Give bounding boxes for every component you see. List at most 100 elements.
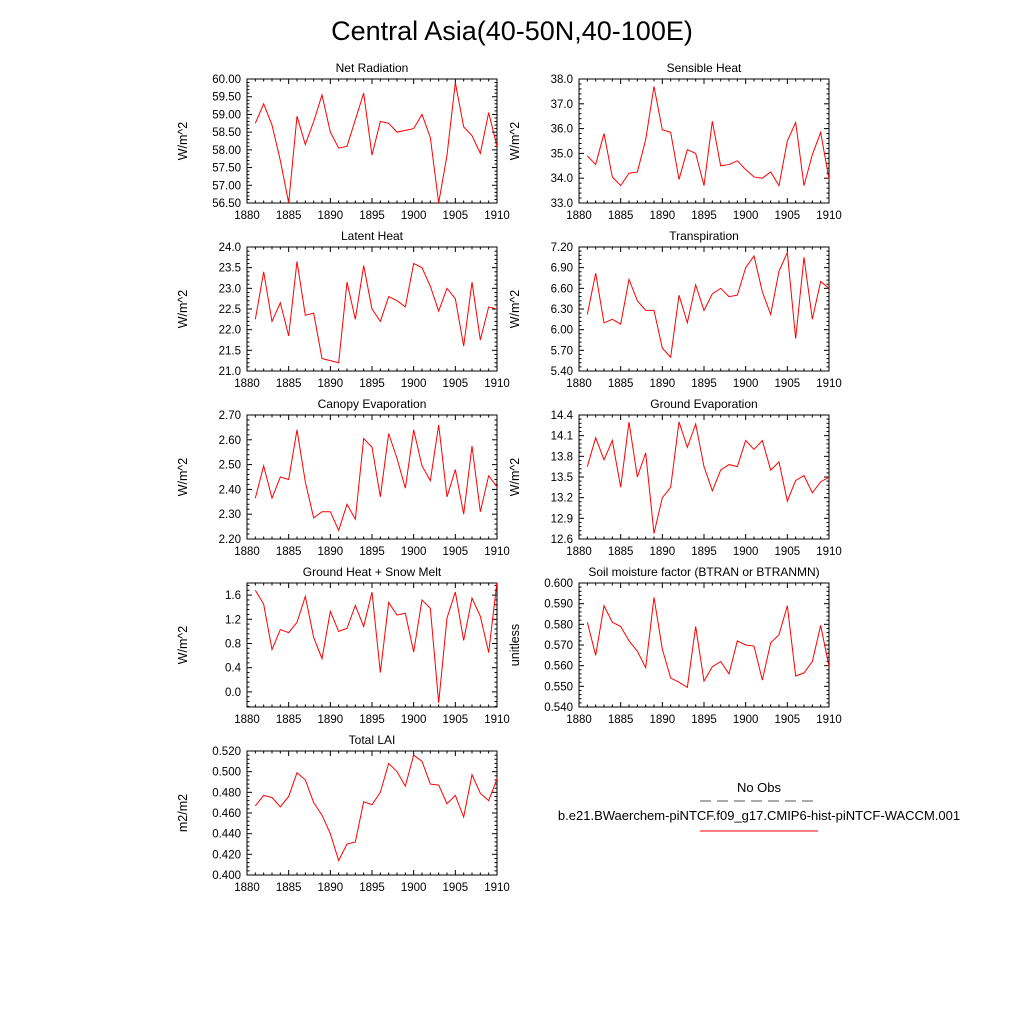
canopy-evaporation-ytick-label: 2.70 <box>219 410 241 422</box>
net-radiation-ytick-label: 58.00 <box>212 145 241 157</box>
latent-heat-ytick-label: 21.0 <box>219 366 241 378</box>
ground-heat-snow-melt-ytick-label: 0.8 <box>225 638 241 650</box>
panel-canopy-evaporation: Canopy Evaporation W/m^2 1880 1885 1890 1895 1… <box>176 397 510 558</box>
ground-evaporation-xtick-label: 1895 <box>691 546 717 558</box>
latent-heat-ytick-label: 22.0 <box>219 325 241 337</box>
net-radiation-frame <box>246 78 498 204</box>
total-lai-xtick-label: 1905 <box>443 882 469 894</box>
canopy-evaporation-xtick-label: 1910 <box>484 546 510 558</box>
transpiration-title: Transpiration <box>669 229 739 243</box>
transpiration-xtick-label: 1890 <box>650 378 676 390</box>
panel-latent-heat: Latent Heat W/m^2 1880 1885 1890 1895 1900 1905… <box>176 229 510 390</box>
total-lai-xtick-label: 1895 <box>359 882 385 894</box>
total-lai-series-line <box>254 754 497 862</box>
latent-heat-ytick-label: 21.5 <box>219 345 241 357</box>
transpiration-xtick-label: 1900 <box>733 378 759 390</box>
ground-evaporation-ylabel: W/m^2 <box>508 458 522 497</box>
total-lai-ytick-label: 0.500 <box>212 767 241 779</box>
soil-moisture-factor-btran-or-btranmn-ytick-label: 0.550 <box>544 681 573 693</box>
soil-moisture-factor-btran-or-btranmn-ylabel: unitless <box>508 624 522 666</box>
soil-moisture-factor-btran-or-btranmn-ytick-label: 0.570 <box>544 640 573 652</box>
transpiration-ytick-label: 6.90 <box>551 263 573 275</box>
canopy-evaporation-ytick-label: 2.50 <box>219 460 241 472</box>
sensible-heat-ytick-label: 33.0 <box>551 198 573 210</box>
soil-moisture-factor-btran-or-btranmn-xtick-label: 1905 <box>775 714 801 726</box>
sensible-heat-xtick-label: 1900 <box>733 210 759 222</box>
ground-heat-snow-melt-ytick-label: 0.0 <box>225 687 241 699</box>
sensible-heat-xtick-label: 1910 <box>816 210 842 222</box>
sensible-heat-title: Sensible Heat <box>667 61 742 75</box>
sensible-heat-ytick-label: 34.0 <box>551 173 573 185</box>
net-radiation-title: Net Radiation <box>336 61 409 75</box>
transpiration-xtick-label: 1880 <box>566 378 592 390</box>
panel-transpiration: Transpiration W/m^2 1880 1885 1890 1895 1900 19… <box>508 229 842 390</box>
canopy-evaporation-ytick-label: 2.60 <box>219 435 241 447</box>
panel-net-radiation: Net Radiation W/m^2 1880 1885 1890 1895 1900 19… <box>176 61 510 222</box>
ground-evaporation-frame <box>578 414 830 540</box>
legend-model-label: b.e21.BWaerchem-piNTCF.f09_g17.CMIP6-his… <box>558 808 960 823</box>
transpiration-ytick-label: 5.70 <box>551 345 573 357</box>
ground-evaporation-ytick-label: 13.8 <box>551 451 573 463</box>
ground-evaporation-xtick-label: 1905 <box>775 546 801 558</box>
latent-heat-series-line <box>254 261 497 364</box>
net-radiation-xtick-label: 1910 <box>484 210 510 222</box>
net-radiation-xtick-label: 1890 <box>318 210 344 222</box>
soil-moisture-factor-btran-or-btranmn-ytick-label: 0.540 <box>544 702 573 714</box>
soil-moisture-factor-btran-or-btranmn-xtick-label: 1880 <box>566 714 592 726</box>
panel-ground-heat-snow-melt: Ground Heat + Snow Melt W/m^2 1880 1885 1890… <box>176 565 510 726</box>
sensible-heat-ytick-label: 38.0 <box>551 74 573 86</box>
transpiration-xtick-label: 1910 <box>816 378 842 390</box>
transpiration-ytick-label: 7.20 <box>551 242 573 254</box>
total-lai-ytick-label: 0.440 <box>212 829 241 841</box>
ground-heat-snow-melt-xtick-label: 1910 <box>484 714 510 726</box>
canopy-evaporation-xtick-label: 1900 <box>401 546 427 558</box>
total-lai-xtick-label: 1885 <box>276 882 302 894</box>
legend: No Obs b.e21.BWaerchem-piNTCF.f09_g17.CM… <box>558 780 960 832</box>
latent-heat-xtick-label: 1900 <box>401 378 427 390</box>
sensible-heat-xtick-label: 1880 <box>566 210 592 222</box>
sensible-heat-ytick-label: 35.0 <box>551 148 573 160</box>
ground-heat-snow-melt-xtick-label: 1890 <box>318 714 344 726</box>
ground-evaporation-xtick-label: 1890 <box>650 546 676 558</box>
ground-heat-snow-melt-frame <box>246 582 498 708</box>
latent-heat-title: Latent Heat <box>341 229 404 243</box>
sensible-heat-xtick-label: 1905 <box>775 210 801 222</box>
ground-evaporation-xtick-label: 1900 <box>733 546 759 558</box>
ground-evaporation-xtick-label: 1885 <box>608 546 634 558</box>
ground-heat-snow-melt-xtick-label: 1900 <box>401 714 427 726</box>
figure-title: Central Asia(40-50N,40-100E) <box>331 16 693 46</box>
ground-heat-snow-melt-title: Ground Heat + Snow Melt <box>303 565 442 579</box>
ground-heat-snow-melt-ytick-label: 0.4 <box>225 663 242 675</box>
soil-moisture-factor-btran-or-btranmn-ytick-label: 0.590 <box>544 599 573 611</box>
sensible-heat-ytick-label: 36.0 <box>551 124 573 136</box>
net-radiation-xtick-label: 1885 <box>276 210 302 222</box>
canopy-evaporation-series-line <box>254 424 497 532</box>
canopy-evaporation-title: Canopy Evaporation <box>318 397 427 411</box>
panel-sensible-heat: Sensible Heat W/m^2 1880 1885 1890 1895 1900 19… <box>508 61 842 222</box>
canopy-evaporation-ytick-label: 2.20 <box>219 534 241 546</box>
ground-evaporation-xtick-label: 1880 <box>566 546 592 558</box>
total-lai-xtick-label: 1890 <box>318 882 344 894</box>
latent-heat-xtick-label: 1910 <box>484 378 510 390</box>
total-lai-xtick-label: 1910 <box>484 882 510 894</box>
panel-total-lai: Total LAI m2/m2 1880 1885 1890 1895 1900 1905 19… <box>176 733 510 894</box>
transpiration-ytick-label: 6.30 <box>551 304 573 316</box>
ground-evaporation-ytick-label: 12.6 <box>551 534 573 546</box>
ground-evaporation-xtick-label: 1910 <box>816 546 842 558</box>
total-lai-xtick-label: 1900 <box>401 882 427 894</box>
net-radiation-xtick-label: 1900 <box>401 210 427 222</box>
transpiration-xtick-label: 1885 <box>608 378 634 390</box>
net-radiation-ylabel: W/m^2 <box>176 122 190 161</box>
latent-heat-xtick-label: 1905 <box>443 378 469 390</box>
transpiration-ylabel: W/m^2 <box>508 290 522 329</box>
canopy-evaporation-ytick-label: 2.40 <box>219 484 241 496</box>
latent-heat-xtick-label: 1895 <box>359 378 385 390</box>
ground-heat-snow-melt-xtick-label: 1895 <box>359 714 385 726</box>
canopy-evaporation-xtick-label: 1885 <box>276 546 302 558</box>
transpiration-series-line <box>586 250 829 359</box>
sensible-heat-ytick-label: 37.0 <box>551 99 573 111</box>
panels-group: Net Radiation W/m^2 1880 1885 1890 1895 1900 19… <box>176 61 842 894</box>
canopy-evaporation-ylabel: W/m^2 <box>176 458 190 497</box>
total-lai-ytick-label: 0.400 <box>212 870 241 882</box>
soil-moisture-factor-btran-or-btranmn-xtick-label: 1890 <box>650 714 676 726</box>
